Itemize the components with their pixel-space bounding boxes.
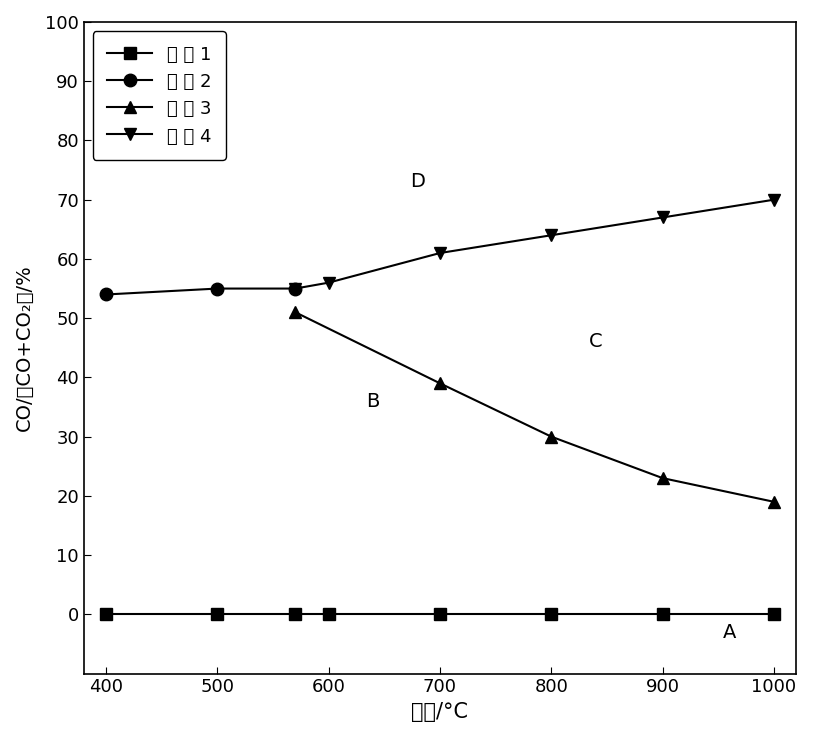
Text: D: D	[410, 172, 425, 192]
反 应 1	[101, 610, 111, 619]
Y-axis label: CO/（CO+CO₂）/%: CO/（CO+CO₂）/%	[15, 265, 34, 431]
Legend: 反 应 1, 反 应 2, 反 应 3, 反 应 4: 反 应 1, 反 应 2, 反 应 3, 反 应 4	[93, 31, 225, 160]
反 应 2	[291, 284, 300, 293]
反 应 1	[324, 610, 334, 619]
反 应 1	[658, 610, 667, 619]
反 应 3	[291, 308, 300, 317]
反 应 3	[435, 379, 445, 388]
Text: B: B	[366, 391, 380, 411]
反 应 1	[435, 610, 445, 619]
反 应 3	[769, 497, 779, 506]
反 应 4	[658, 213, 667, 222]
Line: 反 应 3: 反 应 3	[289, 306, 780, 508]
Line: 反 应 2: 反 应 2	[100, 282, 301, 301]
反 应 2	[101, 290, 111, 299]
Line: 反 应 1: 反 应 1	[100, 608, 780, 621]
反 应 4	[291, 284, 300, 293]
反 应 4	[435, 248, 445, 257]
X-axis label: 温度/°C: 温度/°C	[412, 702, 469, 722]
反 应 4	[769, 195, 779, 204]
Text: A: A	[723, 623, 736, 642]
反 应 4	[546, 231, 556, 240]
反 应 4	[324, 278, 334, 287]
反 应 3	[546, 432, 556, 441]
Line: 反 应 4: 反 应 4	[289, 193, 780, 295]
反 应 2	[212, 284, 222, 293]
反 应 1	[769, 610, 779, 619]
反 应 1	[291, 610, 300, 619]
Text: C: C	[589, 332, 602, 352]
反 应 1	[546, 610, 556, 619]
反 应 1	[212, 610, 222, 619]
反 应 3	[658, 474, 667, 483]
